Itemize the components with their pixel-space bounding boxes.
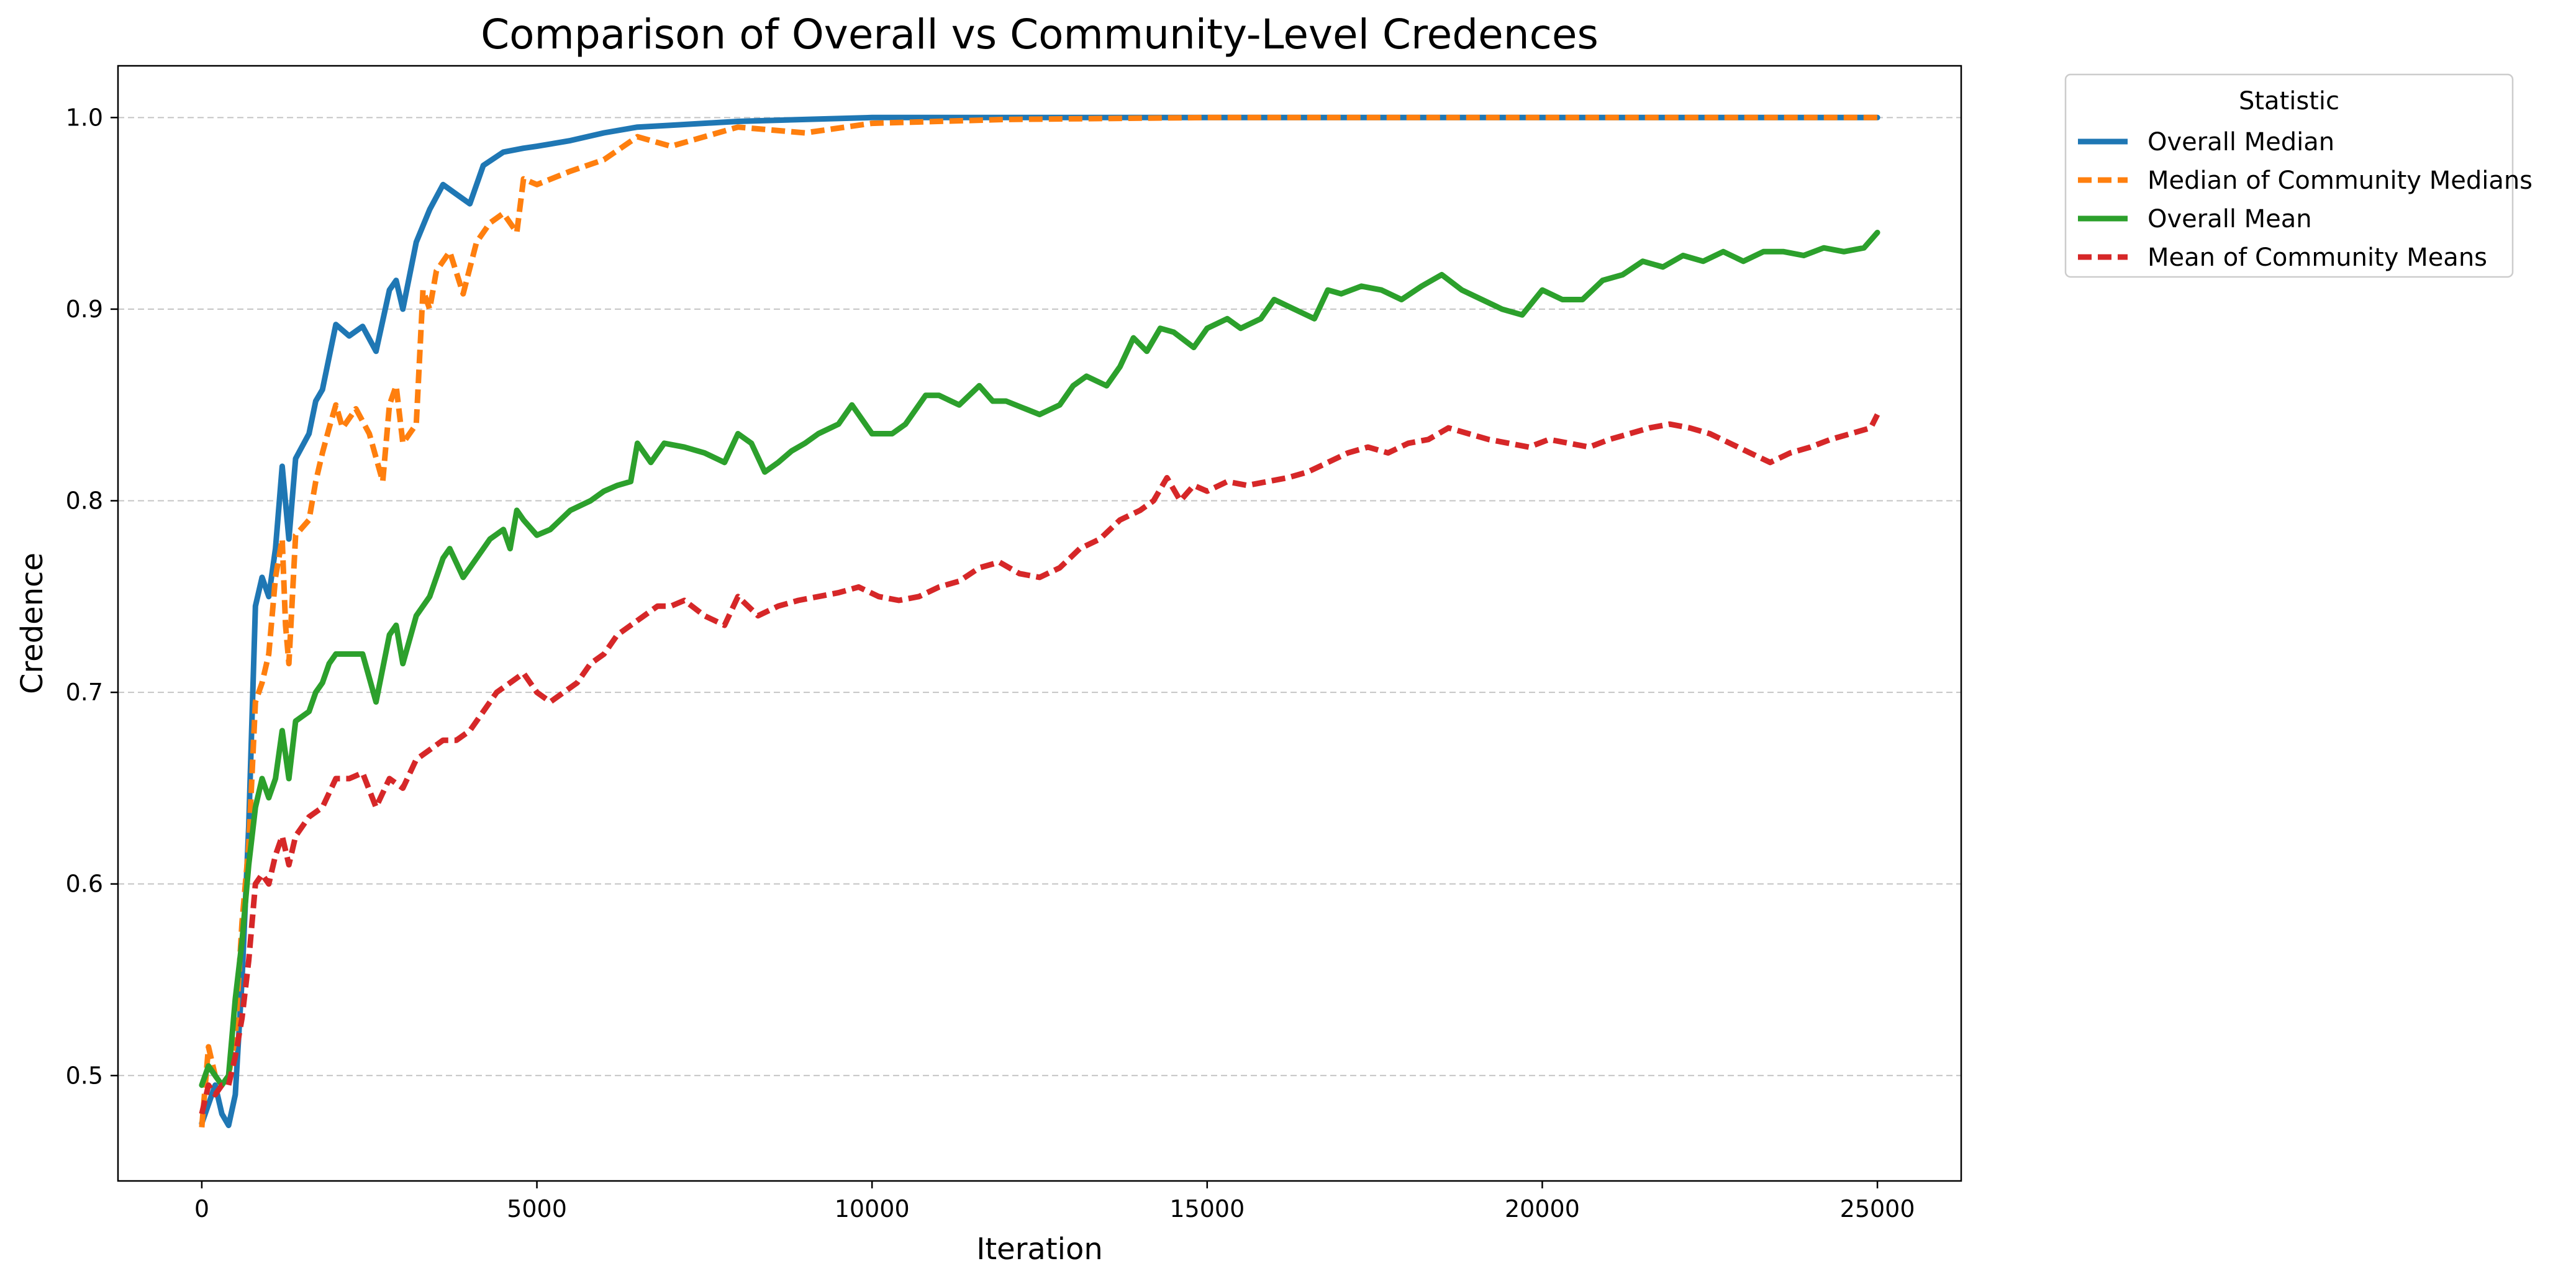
series-line-2 — [199, 114, 1878, 1128]
series-line-4 — [199, 413, 1880, 1115]
y-axis-label: Credence — [15, 553, 50, 694]
x-axis-ticks: 0 5000 10000 15000 20000 25000 — [194, 1181, 1915, 1223]
y-tick-label: 1.0 — [66, 104, 103, 131]
y-tick-label: 0.9 — [66, 296, 103, 323]
y-axis-ticks: 0.5 0.6 0.7 0.8 0.9 1.0 — [66, 104, 118, 1089]
plot-frame — [117, 65, 1962, 1182]
legend-frame — [2064, 73, 2514, 278]
legend-label: Median of Community Medians — [2147, 166, 2533, 195]
legend-label: Overall Median — [2147, 128, 2334, 156]
legend-label: Mean of Community Means — [2147, 243, 2487, 272]
x-tick-label: 10000 — [835, 1195, 910, 1223]
x-tick-label: 5000 — [507, 1195, 567, 1223]
y-tick-label: 0.7 — [66, 679, 103, 706]
series-line-3 — [199, 230, 1880, 1088]
series-lines — [199, 114, 1880, 1128]
x-axis-label: Iteration — [976, 1232, 1103, 1267]
legend: Statistic Overall Median Median of Commun… — [2064, 73, 2533, 278]
y-tick-label: 0.6 — [66, 870, 103, 898]
x-tick-label: 0 — [194, 1195, 209, 1223]
chart-title: Comparison of Overall vs Community-Level… — [481, 11, 1599, 58]
x-tick-label: 25000 — [1840, 1195, 1915, 1223]
legend-title: Statistic — [2239, 87, 2339, 115]
x-tick-label: 15000 — [1169, 1195, 1245, 1223]
legend-label: Overall Mean — [2147, 205, 2312, 233]
series-line-1 — [199, 114, 1880, 1128]
x-tick-label: 20000 — [1505, 1195, 1580, 1223]
y-tick-label: 0.8 — [66, 487, 103, 515]
y-tick-label: 0.5 — [66, 1062, 103, 1089]
legend-items: Overall Median Median of Community Median… — [2078, 128, 2533, 272]
